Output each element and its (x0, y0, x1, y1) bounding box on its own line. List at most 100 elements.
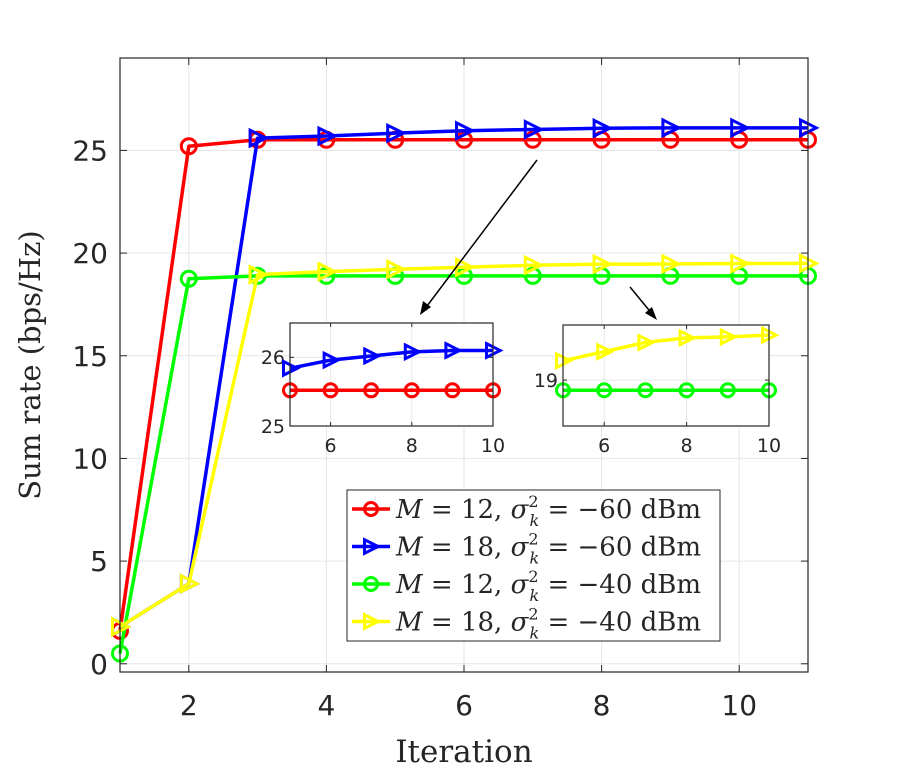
legend-label-part: k (530, 549, 540, 568)
data-point-marker (730, 253, 751, 274)
data-point-marker (455, 120, 476, 141)
legend-label-part: = 12, (423, 495, 511, 525)
legend-label-part: σ (511, 533, 530, 563)
inset-zoom-60dbm: 6 8 10 25 26 (261, 322, 505, 457)
data-point-marker (637, 333, 656, 352)
x-axis-label: Iteration (395, 734, 532, 770)
data-point-marker (596, 382, 613, 399)
plot-area (290, 323, 493, 426)
data-point-marker (317, 125, 339, 147)
x-tick-label: 8 (681, 435, 693, 457)
data-point-marker (661, 253, 683, 275)
data-point-marker (523, 119, 545, 140)
legend-marker (363, 501, 379, 517)
data-point-marker (363, 382, 380, 399)
x-tick-label: 8 (406, 435, 418, 457)
series-line (119, 261, 809, 629)
data-point-marker (719, 382, 736, 399)
legend-label-part: k (530, 624, 540, 643)
x-tick-label: 8 (593, 689, 611, 722)
series-line (118, 274, 808, 654)
legend-entry: M = 18, σ2 k = −60 dBm (352, 530, 701, 568)
legend-label-part: M (395, 570, 424, 600)
legend-label-part: = −40 dBm (539, 608, 701, 638)
legend-label-part: 2 (528, 605, 538, 624)
legend-entry: M = 12, σ2 k = −60 dBm (352, 492, 701, 530)
data-point-marker (248, 127, 270, 149)
legend-label-part: k (530, 586, 540, 605)
legend-label-part: = −40 dBm (539, 570, 701, 600)
y-tick-label: 25 (72, 134, 108, 167)
data-point-marker (678, 382, 695, 399)
legend-label-part: = −60 dBm (539, 533, 701, 563)
data-point-marker (386, 122, 407, 144)
legend-label-part: = 12, (423, 570, 511, 600)
data-point-marker (678, 328, 698, 348)
legend-marker (363, 537, 382, 556)
legend-label-part: M (395, 533, 424, 563)
data-point-marker (661, 117, 683, 139)
data-point-marker (179, 573, 201, 595)
y-tick-label: 0 (90, 648, 108, 681)
legend-label-part: = 18, (423, 608, 511, 638)
data-point-marker (592, 117, 614, 139)
axes-box (562, 324, 770, 427)
data-point-marker (322, 382, 339, 399)
x-tick-label: 10 (721, 689, 757, 722)
legend-entry: M = 12, σ2 k = −40 dBm (352, 567, 701, 605)
x-tick-label: 2 (180, 689, 198, 722)
y-tick-label: 5 (90, 545, 108, 578)
data-point-marker (363, 346, 382, 366)
arrow-to-inset-1 (423, 159, 538, 311)
arrow-head-1 (420, 301, 431, 315)
y-axis-label: Sum rate (bps/Hz) (13, 230, 47, 499)
legend-label-part: σ (511, 570, 530, 600)
legend-label: M = 18, σ2 k = −60 dBm (395, 530, 701, 568)
y-tick-label: 10 (72, 443, 108, 476)
legend-label-part: M (395, 495, 424, 525)
legend-label: M = 12, σ2 k = −60 dBm (395, 492, 701, 530)
legend-label: M = 12, σ2 k = −40 dBm (395, 567, 701, 605)
data-point-marker (719, 327, 739, 347)
data-point-marker (592, 253, 614, 275)
inset-zoom-40dbm: 6 8 10 19 (534, 324, 781, 457)
data-point-marker (596, 342, 615, 361)
legend-label-part: k (530, 511, 540, 530)
series-line (118, 137, 808, 632)
legend-label-part: = −60 dBm (539, 495, 701, 525)
legend-label-part: M (395, 608, 424, 638)
legend-label-part: 2 (528, 567, 538, 586)
x-tick-label: 6 (598, 435, 610, 457)
legend-label-part: 2 (528, 530, 538, 549)
y-tick-label: 20 (72, 237, 108, 270)
legend-entry: M = 18, σ2 k = −40 dBm (352, 605, 701, 643)
legend-marker (363, 612, 382, 631)
axes-box (119, 57, 809, 673)
y-tick-label: 25 (261, 416, 285, 438)
data-point-marker (444, 382, 461, 399)
data-point-marker (403, 342, 423, 362)
x-tick-label: 4 (317, 689, 335, 722)
x-tick-label: 6 (455, 689, 473, 722)
data-point-marker (179, 269, 198, 288)
data-point-marker (317, 261, 339, 282)
data-point-marker (179, 137, 198, 156)
legend-marker (363, 576, 379, 592)
x-tick-label: 10 (757, 435, 781, 457)
legend-label-part: = 18, (423, 533, 511, 563)
data-point-marker (386, 259, 407, 280)
data-point-marker (248, 264, 270, 285)
data-point-marker (730, 117, 751, 139)
arrow-head-2 (645, 307, 657, 320)
y-tick-label: 26 (261, 347, 285, 369)
data-point-marker (444, 341, 463, 360)
data-point-marker (322, 350, 342, 370)
data-point-marker (523, 254, 545, 276)
y-tick-label: 19 (534, 370, 558, 392)
x-tick-label: 6 (325, 435, 337, 457)
legend-box (346, 489, 721, 642)
data-point-marker (403, 382, 420, 399)
y-tick-label: 15 (72, 340, 108, 373)
